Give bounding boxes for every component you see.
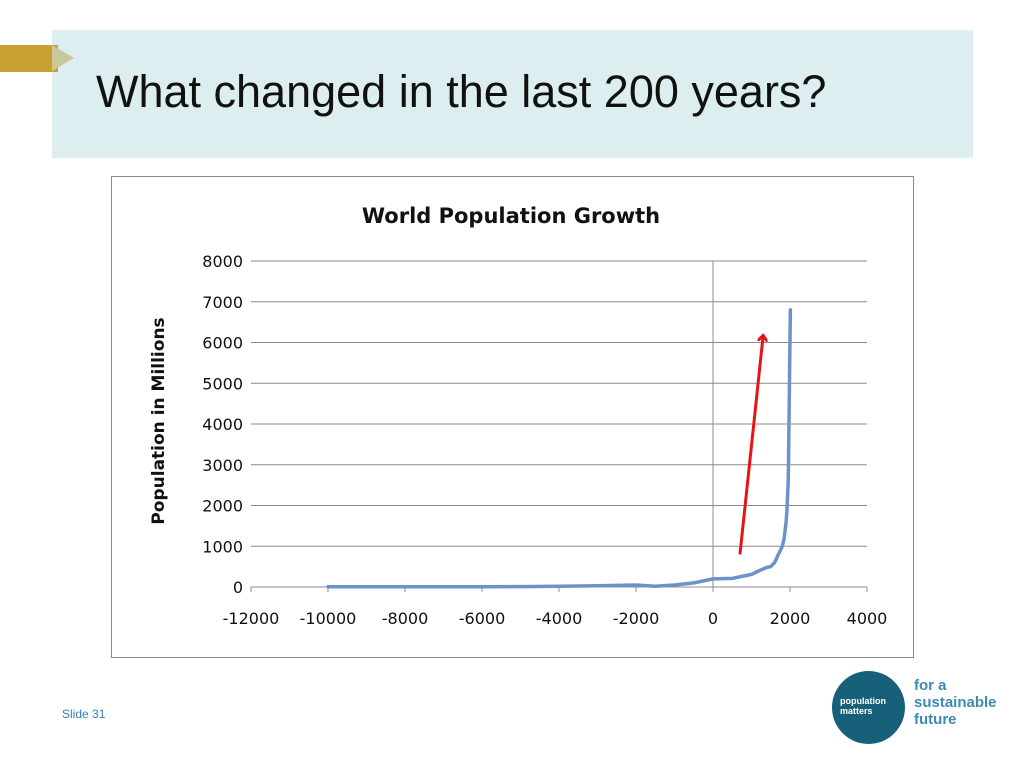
slide-title: What changed in the last 200 years? — [96, 66, 827, 117]
y-tick-label: 4000 — [202, 415, 243, 434]
tick-labels: 0 1000 2000 3000 4000 5000 6000 7000 8000 -12000 -… — [202, 252, 887, 628]
title-band — [52, 30, 973, 158]
x-tick-label: -8000 — [382, 609, 429, 628]
title-accent-bar — [0, 45, 58, 72]
y-tick-label: 5000 — [202, 374, 243, 393]
x-tick-label: -4000 — [536, 609, 583, 628]
x-tick-label: -12000 — [223, 609, 280, 628]
y-tick-label: 0 — [233, 578, 243, 597]
logo-text: population matters — [840, 696, 900, 716]
population-chart: World Population Growth Population in Mi… — [149, 204, 887, 628]
y-tick-label: 2000 — [202, 497, 243, 516]
x-tick-label: 2000 — [770, 609, 811, 628]
x-tick-label: 4000 — [847, 609, 888, 628]
tagline: for a sustainable future — [914, 677, 997, 728]
tagline-line-2: sustainable — [914, 694, 997, 711]
series — [326, 308, 793, 589]
y-tick-label: 1000 — [202, 537, 243, 556]
grid-lines — [251, 260, 867, 547]
y-tick-label: 8000 — [202, 252, 243, 271]
population-matters-logo: population matters — [832, 671, 905, 744]
slide-number: Slide 31 — [62, 707, 106, 721]
x-tick-label: -2000 — [613, 609, 660, 628]
x-tick-label: -10000 — [300, 609, 357, 628]
tagline-line-3: future — [914, 711, 957, 728]
y-axis-label: Population in Millions — [149, 317, 169, 524]
logo-line-2: matters — [840, 706, 873, 716]
y-tick-label: 7000 — [202, 293, 243, 312]
title-accent-arrow — [52, 45, 74, 71]
logo-line-1: population — [840, 696, 886, 706]
annotations — [738, 336, 763, 555]
y-tick-label: 6000 — [202, 334, 243, 353]
y-tick-label: 3000 — [202, 456, 243, 475]
population-series-line — [326, 308, 793, 589]
tagline-line-1: for a — [914, 677, 947, 694]
axes — [250, 261, 868, 592]
growth-arrow — [738, 336, 763, 555]
x-tick-label: -6000 — [459, 609, 506, 628]
chart-frame: World Population Growth Population in Mi… — [111, 176, 914, 658]
chart-title: World Population Growth — [362, 204, 660, 228]
x-tick-label: 0 — [708, 609, 718, 628]
